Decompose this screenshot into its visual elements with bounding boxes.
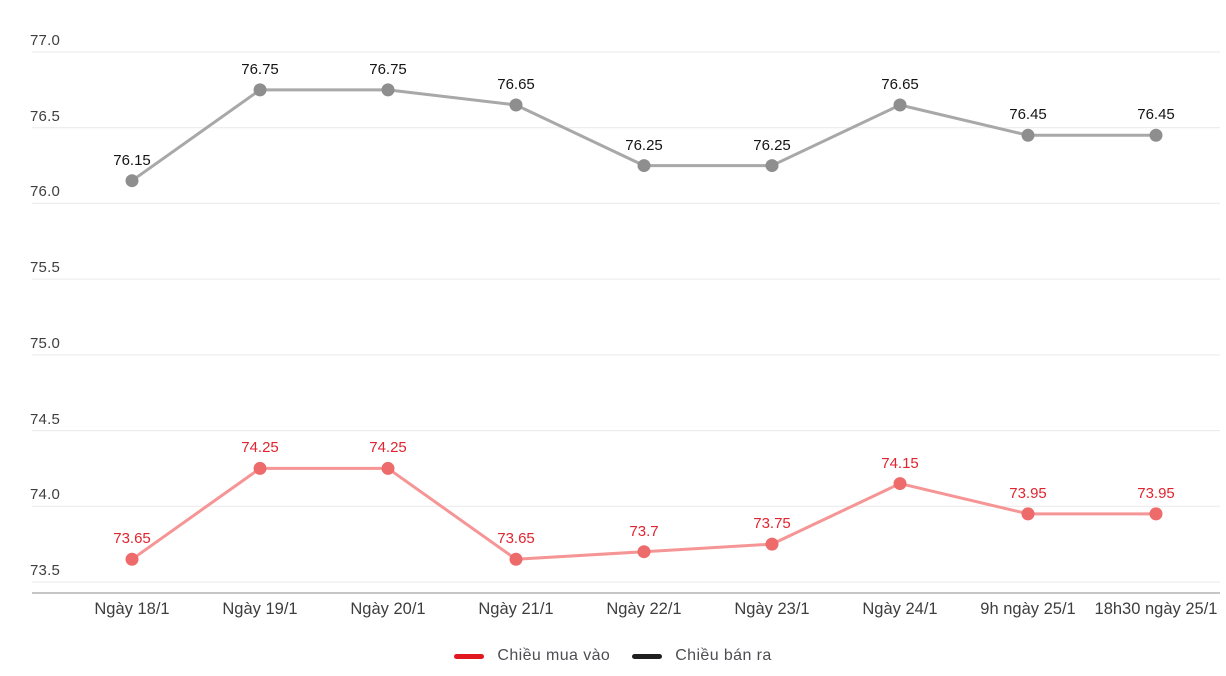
data-point: [381, 83, 395, 97]
data-point-value-label: 74.25: [369, 439, 407, 457]
legend-item-chieu-ban-ra[interactable]: Chiều bán ra: [632, 647, 771, 665]
data-point: [381, 461, 395, 475]
data-point-value-label: 73.95: [1009, 484, 1047, 502]
legend: Chiều mua vào Chiều bán ra: [0, 644, 1226, 668]
x-axis-category-label: Ngày 19/1: [222, 600, 298, 618]
legend-label-mua-vao: Chiều mua vào: [497, 647, 611, 664]
data-point: [637, 159, 651, 173]
data-point-value-label: 74.15: [881, 454, 919, 472]
y-axis-tick-label: 73.5: [30, 562, 60, 579]
x-axis-category-label: 18h30 ngày 25/1: [1094, 600, 1218, 618]
data-point: [637, 545, 651, 559]
x-axis-category-label: Ngày 20/1: [350, 600, 426, 618]
data-point-value-label: 76.75: [241, 60, 279, 78]
legend-item-chieu-mua-vao[interactable]: Chiều mua vào: [454, 647, 610, 665]
x-axis-category-label: Ngày 18/1: [94, 600, 170, 618]
data-point-value-label: 76.45: [1137, 106, 1175, 124]
legend-swatch-ban-ra-icon: [632, 653, 663, 659]
data-point-value-label: 73.7: [629, 522, 659, 540]
data-point-value-label: 73.95: [1137, 484, 1175, 502]
data-point: [1021, 128, 1035, 142]
y-axis-tick-label: 76.0: [30, 183, 60, 201]
data-point: [509, 552, 523, 566]
data-point-value-label: 76.25: [753, 136, 791, 154]
y-axis-tick-label: 75.0: [30, 334, 60, 352]
data-point: [1021, 507, 1035, 521]
data-point: [253, 83, 267, 97]
data-point-value-label: 76.45: [1009, 106, 1047, 124]
data-point: [893, 98, 907, 112]
y-axis-tick-label: 76.5: [30, 107, 60, 125]
data-point: [765, 537, 779, 551]
x-axis-category-label: 9h ngày 25/1: [980, 600, 1076, 618]
legend-swatch-mua-vao-icon: [454, 653, 485, 659]
x-axis-category-label: Ngày 22/1: [606, 600, 682, 618]
data-point: [1149, 507, 1163, 521]
y-axis-tick-label: 74.0: [30, 486, 60, 504]
data-point-value-label: 73.75: [753, 515, 791, 533]
data-point-value-label: 76.15: [113, 151, 151, 169]
x-axis-category-label: Ngày 23/1: [734, 600, 810, 618]
data-point-value-label: 74.25: [241, 439, 279, 457]
legend-label-ban-ra: Chiều bán ra: [675, 647, 772, 664]
data-point-value-label: 73.65: [497, 530, 535, 548]
data-point-value-label: 73.65: [113, 530, 151, 548]
y-axis-tick-label: 75.5: [30, 259, 60, 277]
data-point-value-label: 76.25: [625, 136, 663, 154]
data-point-value-label: 76.75: [369, 60, 407, 78]
data-point: [765, 159, 779, 173]
x-axis-category-label: Ngày 24/1: [862, 600, 938, 618]
x-axis-category-label: Ngày 21/1: [478, 600, 554, 618]
data-point: [1149, 128, 1163, 142]
data-point: [253, 461, 267, 475]
data-point: [125, 552, 139, 566]
data-point: [893, 477, 907, 491]
data-point: [509, 98, 523, 112]
y-axis-tick-label: 74.5: [30, 410, 60, 428]
data-point-value-label: 76.65: [881, 76, 919, 93]
data-point: [125, 174, 139, 188]
y-axis-tick-label: 77.0: [30, 32, 60, 49]
data-point-value-label: 76.65: [497, 76, 535, 93]
